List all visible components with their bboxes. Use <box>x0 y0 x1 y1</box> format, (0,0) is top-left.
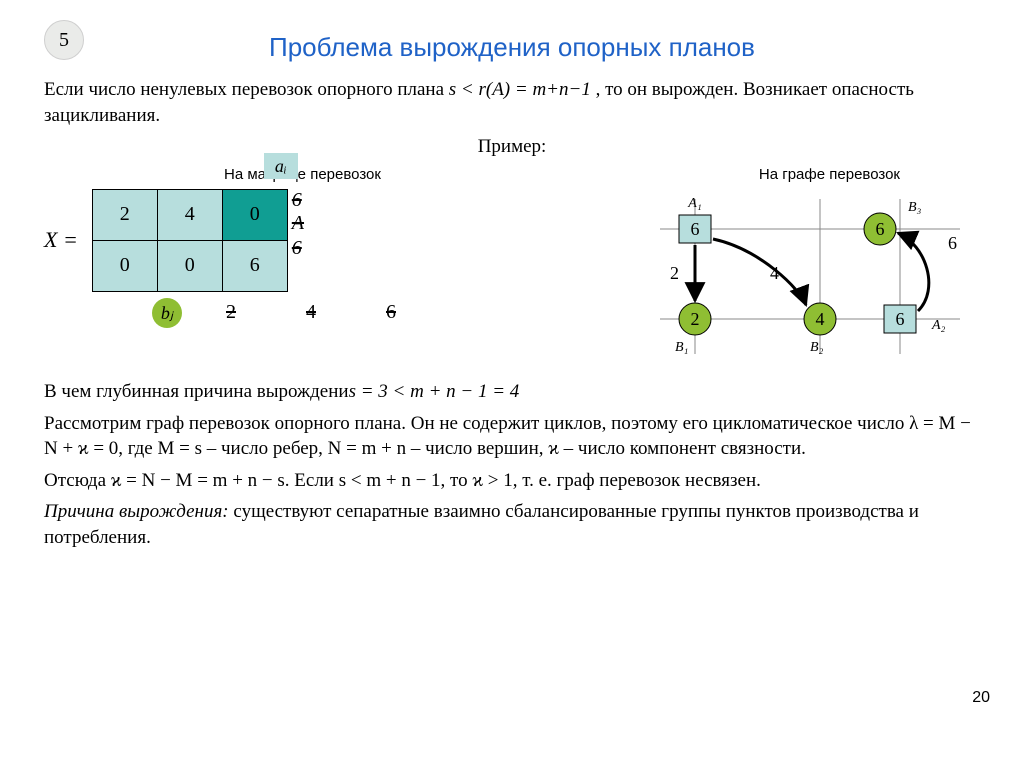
para-graph-desc: Рассмотрим граф перевозок опорного плана… <box>44 411 980 462</box>
para-deep-cause: В чем глубинная причина вырождениs = 3 <… <box>44 379 980 405</box>
node-A1-val: 6 <box>691 219 700 239</box>
node-B1-tag: B₁ <box>675 340 688 355</box>
ai-label: aᵢ <box>264 153 298 179</box>
row0-tail-lbl: A <box>292 212 304 234</box>
para-deep-a: В чем глубинная причина вырождени <box>44 381 349 402</box>
node-A2-val: 6 <box>896 309 905 329</box>
matrix-block: X = aᵢ 2 4 0 0 0 6 6 <box>44 189 422 328</box>
node-A2-tag: A₂ <box>931 318 946 333</box>
para-intro-a: Если число ненулевых перевозок опорного … <box>44 79 449 100</box>
para-intro-math: s < r(A) = m+n−1 <box>449 79 591 100</box>
slide-number: 20 <box>972 689 990 707</box>
page-title: Проблема вырождения опорных планов <box>44 32 980 63</box>
bj-label: bⱼ <box>152 298 182 328</box>
cell-1-0: 0 <box>92 240 157 291</box>
node-B3-tag: B₃ <box>908 200 922 215</box>
node-A1-tag: A₁ <box>687 196 701 211</box>
row0-tail-num: 6 <box>292 189 302 211</box>
para-kappa: Отсюда ϰ = N − M = m + n − s. Если s < m… <box>44 468 980 494</box>
cell-0-1: 4 <box>157 189 222 240</box>
matrix-label: X = <box>44 227 78 253</box>
slide-badge: 5 <box>44 20 84 60</box>
node-B3-val: 6 <box>876 219 885 239</box>
matrix-table: 2 4 0 0 0 6 <box>92 189 288 292</box>
bj-2: 6 <box>360 301 422 324</box>
row1-tail-num: 6 <box>292 237 302 259</box>
example-label: Пример: <box>44 134 980 160</box>
transport-graph: 6 A₁ 6 B₃ 6 2 B₁ 4 B₂ 6 A₂ 2 4 <box>640 189 980 369</box>
cell-1-2: 6 <box>222 240 287 291</box>
edge-label-6: 6 <box>948 233 957 253</box>
node-B1-val: 2 <box>691 309 700 329</box>
bj-1: 4 <box>280 301 342 324</box>
node-B2-val: 4 <box>816 309 825 329</box>
bj-row: bⱼ 2 4 6 <box>152 298 422 328</box>
caption-graph: На графе перевозок <box>759 166 900 183</box>
para-deep-b: s = 3 < m + n − 1 = 4 <box>349 381 520 402</box>
edge-label-2: 2 <box>670 263 679 283</box>
para-cause: Причина вырождения: существуют сепаратны… <box>44 499 980 550</box>
cell-1-1: 0 <box>157 240 222 291</box>
cell-0-0: 2 <box>92 189 157 240</box>
node-B2-tag: B₂ <box>810 340 824 355</box>
caption-matrix: На матрице перевозок <box>224 166 381 183</box>
bj-0: 2 <box>200 301 262 324</box>
para-intro: Если число ненулевых перевозок опорного … <box>44 77 980 128</box>
cell-0-2: 0 <box>222 189 287 240</box>
